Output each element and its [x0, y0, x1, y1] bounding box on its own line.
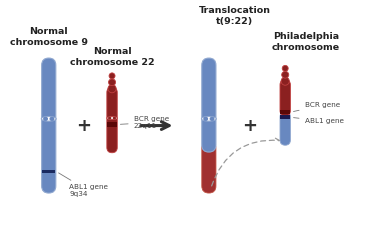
- FancyBboxPatch shape: [107, 87, 117, 153]
- FancyBboxPatch shape: [280, 112, 290, 145]
- Ellipse shape: [282, 65, 288, 71]
- Text: +: +: [242, 117, 257, 135]
- Ellipse shape: [282, 71, 289, 78]
- FancyBboxPatch shape: [280, 115, 290, 119]
- Text: ABL1 gene: ABL1 gene: [294, 118, 344, 124]
- Text: Normal
chromosome 9: Normal chromosome 9: [10, 27, 88, 47]
- Text: Philadelphia
chromosome: Philadelphia chromosome: [272, 32, 340, 52]
- Ellipse shape: [108, 117, 111, 119]
- FancyBboxPatch shape: [202, 141, 216, 193]
- Text: ABL1 gene
9q34: ABL1 gene 9q34: [59, 173, 108, 197]
- Ellipse shape: [203, 117, 208, 121]
- FancyBboxPatch shape: [280, 110, 290, 114]
- FancyBboxPatch shape: [42, 58, 56, 193]
- Ellipse shape: [108, 79, 116, 86]
- Ellipse shape: [281, 77, 289, 85]
- Text: BCR gene: BCR gene: [293, 102, 340, 111]
- Text: Translocation
t(9:22): Translocation t(9:22): [199, 6, 271, 26]
- Text: Normal
chromosome 22: Normal chromosome 22: [70, 47, 154, 67]
- FancyArrowPatch shape: [211, 138, 279, 186]
- Ellipse shape: [108, 85, 116, 93]
- FancyBboxPatch shape: [280, 80, 290, 116]
- FancyBboxPatch shape: [202, 58, 216, 152]
- Ellipse shape: [43, 117, 48, 121]
- Ellipse shape: [202, 117, 216, 121]
- Ellipse shape: [41, 117, 56, 121]
- Ellipse shape: [113, 117, 116, 119]
- Text: BCR gene
22q11: BCR gene 22q11: [121, 116, 169, 129]
- FancyBboxPatch shape: [107, 122, 117, 127]
- Ellipse shape: [106, 117, 117, 120]
- Ellipse shape: [109, 73, 115, 79]
- FancyBboxPatch shape: [42, 170, 55, 173]
- Ellipse shape: [49, 117, 55, 121]
- Ellipse shape: [210, 117, 215, 121]
- Text: +: +: [77, 117, 92, 135]
